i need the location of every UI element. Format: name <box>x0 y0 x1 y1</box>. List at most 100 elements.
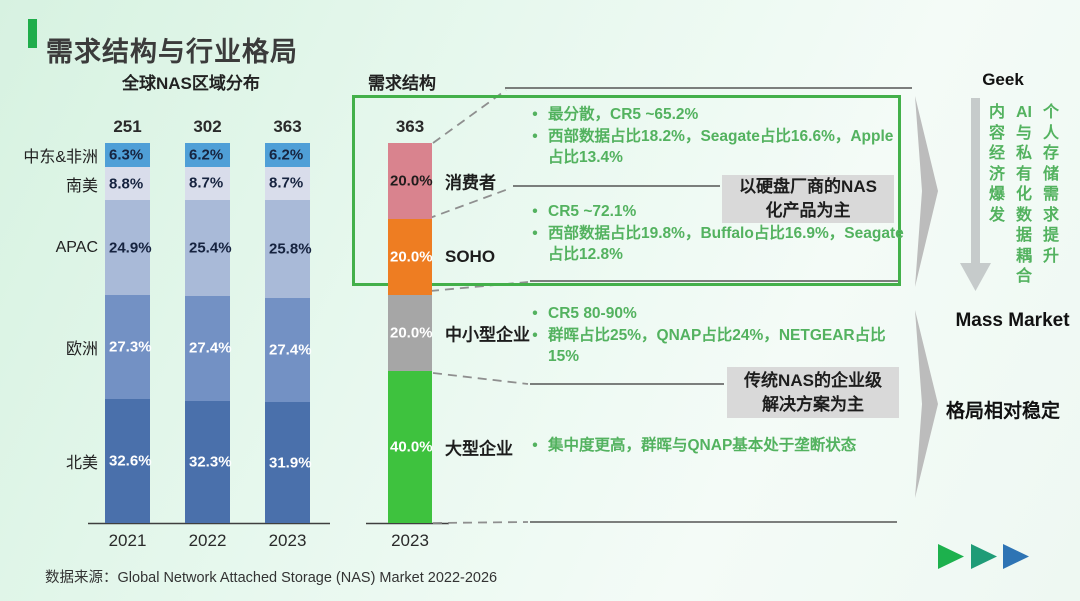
bar-segment-消费者 <box>388 143 432 220</box>
category-label-中东&非洲: 中东&非洲 <box>23 148 98 166</box>
year-label: 2023 <box>391 531 429 550</box>
segment-value: 20.0% <box>390 324 433 342</box>
segment-value: 6.3% <box>109 146 144 164</box>
callout-hdd-vendors: 以硬盘厂商的NAS 化产品为主 <box>722 175 894 223</box>
vertical-text-char: 济 <box>988 165 1005 183</box>
data-source: 数据来源：Global Network Attached Storage (NA… <box>45 570 498 586</box>
vertical-text-char: 求 <box>1042 206 1059 224</box>
segment-value: 20.0% <box>390 172 433 190</box>
bar-segment-欧洲 <box>265 297 310 403</box>
bar-total: 251 <box>113 117 142 136</box>
vertical-text-char: 储 <box>1042 165 1059 183</box>
annotation-text: 西部数据占比19.8%，Buffalo占比16.9%，Seagate占比12.8… <box>548 224 904 264</box>
year-label: 2021 <box>108 531 147 550</box>
bar-segment-SOHO <box>388 219 432 296</box>
bar-segment-中东&非洲 <box>185 143 230 167</box>
leader-line-enterprise <box>432 372 529 385</box>
bullet-icon: • <box>532 437 538 454</box>
chevron-right-icon-top <box>915 96 938 287</box>
bar-segment-中东&非洲 <box>105 143 150 167</box>
segment-label-SOHO: SOHO <box>445 247 496 267</box>
vertical-text-char: 数 <box>1015 206 1032 224</box>
segment-label-消费者: 消费者 <box>445 173 496 193</box>
bar-segment-中小型企业 <box>388 295 432 372</box>
segment-value: 20.0% <box>390 248 433 266</box>
leader-line-bottom <box>432 521 529 524</box>
category-label-APAC: APAC <box>55 238 98 256</box>
segment-value: 27.4% <box>189 339 232 357</box>
vertical-text-char: 人 <box>1042 124 1059 142</box>
vertical-text-char: 需 <box>1042 186 1059 203</box>
vertical-text-char: 内 <box>988 104 1005 121</box>
vertical-text-char: 升 <box>1042 247 1059 265</box>
vertical-text-char: 经 <box>988 145 1005 162</box>
bar-segment-APAC <box>105 200 150 296</box>
annotation-block-3: • CR5 80-90% • 群晖占比25%，QNAP占比24%，NETGEAR占比1… <box>522 303 906 368</box>
annotation-text: 西部数据占比18.2%，Seagate占比16.6%，Apple占比13.4% <box>548 127 894 167</box>
segment-value: 8.7% <box>269 174 304 192</box>
annotation-block-2: • CR5 ~72.1% • 西部数据占比19.8%，Buffalo占比16.9%，S… <box>522 201 906 266</box>
vertical-text-char: 存 <box>1042 145 1059 162</box>
bullet-icon: • <box>532 106 538 123</box>
bar-segment-北美 <box>265 402 310 524</box>
year-label: 2022 <box>188 531 227 550</box>
vertical-text-char: 化 <box>1015 186 1032 203</box>
vertical-text-char: 合 <box>1015 268 1032 285</box>
vertical-text-char: 爆 <box>988 186 1005 203</box>
year-label: 2023 <box>268 531 307 550</box>
category-label-南美: 南美 <box>65 177 98 195</box>
annotation-bullet: • 西部数据占比19.8%，Buffalo占比16.9%，Seagate占比12.… <box>522 223 906 266</box>
vertical-text-char: 容 <box>988 124 1005 142</box>
annotation-bullet: • 最分散，CR5 ~65.2% <box>522 104 906 126</box>
bullet-icon: • <box>532 305 538 322</box>
annotation-block-4: • 集中度更高，群晖与QNAP基本处于垄断状态 <box>522 435 906 457</box>
annotation-block-1: • 最分散，CR5 ~65.2% • 西部数据占比18.2%，Seagate占比16.… <box>522 104 906 169</box>
title-accent-bar <box>28 19 37 48</box>
annotation-bullet: • CR5 ~72.1% <box>522 201 906 223</box>
highlight-box <box>352 95 901 286</box>
triangle-icon-teal <box>971 544 997 569</box>
left-chart-title: 全球NAS区域分布 <box>122 74 260 93</box>
segment-label-大型企业: 大型企业 <box>445 439 513 459</box>
bar-total: 363 <box>395 117 425 136</box>
triangle-icon-blue <box>1003 544 1029 569</box>
annotation-text: CR5 80-90% <box>548 305 637 322</box>
segment-value: 27.3% <box>109 338 152 356</box>
bullet-icon: • <box>532 224 538 242</box>
bar-total: 302 <box>193 117 222 136</box>
vertical-text-char: 与 <box>1015 124 1032 142</box>
vertical-text-char: 耦 <box>1015 247 1032 265</box>
segment-value: 27.4% <box>269 341 312 359</box>
bar-total: 363 <box>273 117 302 136</box>
mass-market-label: Mass Market <box>955 310 1070 331</box>
bar-segment-南美 <box>265 166 310 200</box>
geek-label: Geek <box>982 70 1024 89</box>
annotation-bullet: • 西部数据占比18.2%，Seagate占比16.6%，Apple占比13.4% <box>522 126 906 169</box>
annotation-bullet: • 群晖占比25%，QNAP占比24%，NETGEAR占比15% <box>522 325 906 368</box>
vertical-text-char: 发 <box>988 206 1005 224</box>
segment-value: 6.2% <box>269 146 304 164</box>
bar-segment-APAC <box>265 199 310 298</box>
vertical-text-1: 内容经济爆发 <box>986 103 1008 226</box>
annotation-text: CR5 ~72.1% <box>548 203 637 220</box>
vertical-text-char: AI <box>1016 104 1032 121</box>
stable-pattern-label: 格局相对稳定 <box>945 401 1060 422</box>
bar-segment-欧洲 <box>185 296 230 401</box>
bar-segment-大型企业 <box>388 371 432 524</box>
bullet-icon: • <box>532 203 538 220</box>
bullet-icon: • <box>532 326 538 344</box>
bar-segment-北美 <box>185 400 230 524</box>
mid-chart-title: 需求结构 <box>368 74 436 93</box>
chevron-right-icon-bottom <box>915 310 938 498</box>
segment-value: 32.3% <box>189 453 232 471</box>
segment-value: 8.8% <box>109 175 144 193</box>
bar-segment-中东&非洲 <box>265 143 310 167</box>
segment-value: 8.7% <box>189 174 224 192</box>
callout-traditional-nas: 传统NAS的企业级 解决方案为主 <box>727 367 899 418</box>
page-title: 需求结构与行业格局 <box>46 37 298 68</box>
segment-value: 24.9% <box>109 239 152 257</box>
vertical-text-3: 个人存储需求提升 <box>1040 103 1062 267</box>
annotation-bullet: • CR5 80-90% <box>522 303 906 325</box>
vertical-text-char: 个 <box>1042 104 1059 121</box>
category-label-北美: 北美 <box>65 455 98 473</box>
